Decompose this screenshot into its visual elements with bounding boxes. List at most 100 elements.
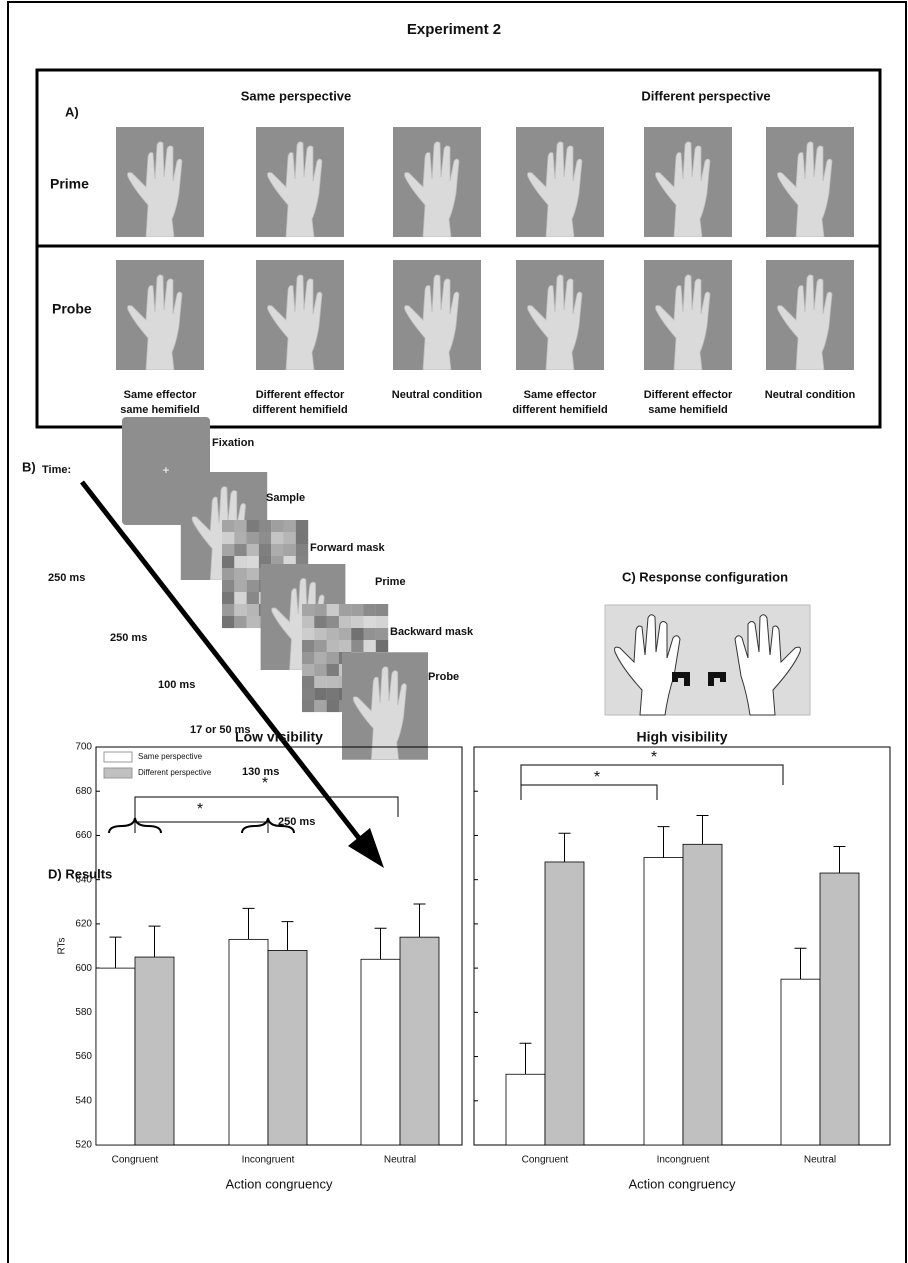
mask-tile: [376, 604, 388, 616]
mask-tile: [222, 568, 234, 580]
mask-tile: [222, 604, 234, 616]
mask-tile: [302, 628, 314, 640]
condition-caption: same hemifield: [648, 404, 727, 416]
group-label: Same perspective: [241, 88, 352, 103]
duration-label: 100 ms: [158, 679, 195, 691]
y-tick-label: 680: [75, 786, 92, 797]
condition-caption: Neutral condition: [765, 389, 856, 401]
mask-tile: [259, 544, 271, 556]
legend-label: Different perspective: [138, 768, 212, 777]
mask-tile: [234, 520, 246, 532]
mask-tile: [222, 616, 234, 628]
mask-tile: [302, 604, 314, 616]
mask-tile: [339, 640, 351, 652]
group-label: Different perspective: [641, 88, 770, 103]
mask-tile: [296, 544, 308, 556]
condition-caption: Different effector: [256, 389, 345, 401]
hand-image: [116, 260, 204, 370]
mask-tile: [339, 616, 351, 628]
x-tick-label: Neutral: [804, 1155, 836, 1166]
mask-tile: [327, 604, 339, 616]
mask-tile: [234, 604, 246, 616]
y-tick-label: 640: [75, 874, 92, 885]
mask-tile: [247, 604, 259, 616]
condition-caption: same hemifield: [120, 404, 199, 416]
hand-image: [256, 127, 344, 237]
y-tick-label: 620: [75, 919, 92, 930]
mask-tile: [314, 700, 326, 712]
panel-label: B): [22, 459, 36, 474]
legend-label: Same perspective: [138, 752, 203, 761]
hand-image: [393, 260, 481, 370]
mask-tile: [271, 544, 283, 556]
mask-tile: [234, 568, 246, 580]
error-bar: [243, 908, 255, 939]
x-tick-label: Incongruent: [657, 1155, 710, 1166]
error-bar: [795, 948, 807, 979]
figure-title: Experiment 2: [407, 21, 501, 38]
mask-tile: [247, 544, 259, 556]
stage-label: Fixation: [212, 437, 254, 449]
y-tick-label: 700: [75, 742, 92, 753]
panel-a: A) Same perspective Different perspectiv…: [37, 70, 880, 427]
mask-tile: [271, 520, 283, 532]
mask-tile: [222, 580, 234, 592]
hand-image: [516, 127, 604, 237]
y-tick-label: 580: [75, 1007, 92, 1018]
mask-tile: [327, 652, 339, 664]
error-bar: [414, 904, 426, 937]
x-axis-label: Action congruency: [226, 1176, 333, 1191]
y-tick-label: 540: [75, 1095, 92, 1106]
mask-tile: [234, 580, 246, 592]
error-bar: [559, 833, 571, 862]
stage-label: Backward mask: [390, 626, 474, 638]
mask-tile: [364, 616, 376, 628]
mask-tile: [314, 688, 326, 700]
mask-tile: [327, 676, 339, 688]
mask-tile: [302, 676, 314, 688]
fixation-cross: +: [162, 463, 169, 477]
mask-tile: [234, 544, 246, 556]
mask-tile: [314, 628, 326, 640]
bar: [545, 862, 584, 1145]
bar: [644, 858, 683, 1145]
x-tick-label: Congruent: [112, 1155, 159, 1166]
mask-tile: [259, 532, 271, 544]
mask-tile: [351, 628, 363, 640]
mask-tile: [302, 688, 314, 700]
mask-tile: [364, 604, 376, 616]
mask-tile: [314, 616, 326, 628]
mask-tile: [284, 520, 296, 532]
mask-tile: [327, 688, 339, 700]
condition-caption: Different effector: [644, 389, 733, 401]
significance-star: *: [594, 769, 600, 786]
time-label: Time:: [42, 464, 71, 476]
mask-tile: [302, 700, 314, 712]
mask-tile: [351, 616, 363, 628]
legend-swatch: [104, 752, 132, 762]
duration-label: 250 ms: [48, 572, 85, 584]
stage-label: Probe: [428, 671, 459, 683]
bar: [820, 873, 859, 1145]
mask-tile: [247, 556, 259, 568]
duration-label: 130 ms: [242, 766, 279, 778]
significance-bracket: [521, 765, 783, 785]
bar: [229, 939, 268, 1145]
error-bar: [697, 816, 709, 845]
condition-caption: Same effector: [124, 389, 197, 401]
stage-label: Sample: [266, 492, 305, 504]
bar: [96, 968, 135, 1145]
bar: [135, 957, 174, 1145]
mask-tile: [327, 664, 339, 676]
mask-tile: [222, 556, 234, 568]
mask-tile: [351, 640, 363, 652]
mask-tile: [222, 520, 234, 532]
mask-tile: [247, 568, 259, 580]
mask-tile: [339, 628, 351, 640]
bar: [400, 937, 439, 1145]
mask-tile: [247, 532, 259, 544]
stage-label: Forward mask: [310, 542, 385, 554]
significance-star: *: [651, 749, 657, 766]
hand-image: [256, 260, 344, 370]
stage-label: Prime: [375, 576, 406, 588]
